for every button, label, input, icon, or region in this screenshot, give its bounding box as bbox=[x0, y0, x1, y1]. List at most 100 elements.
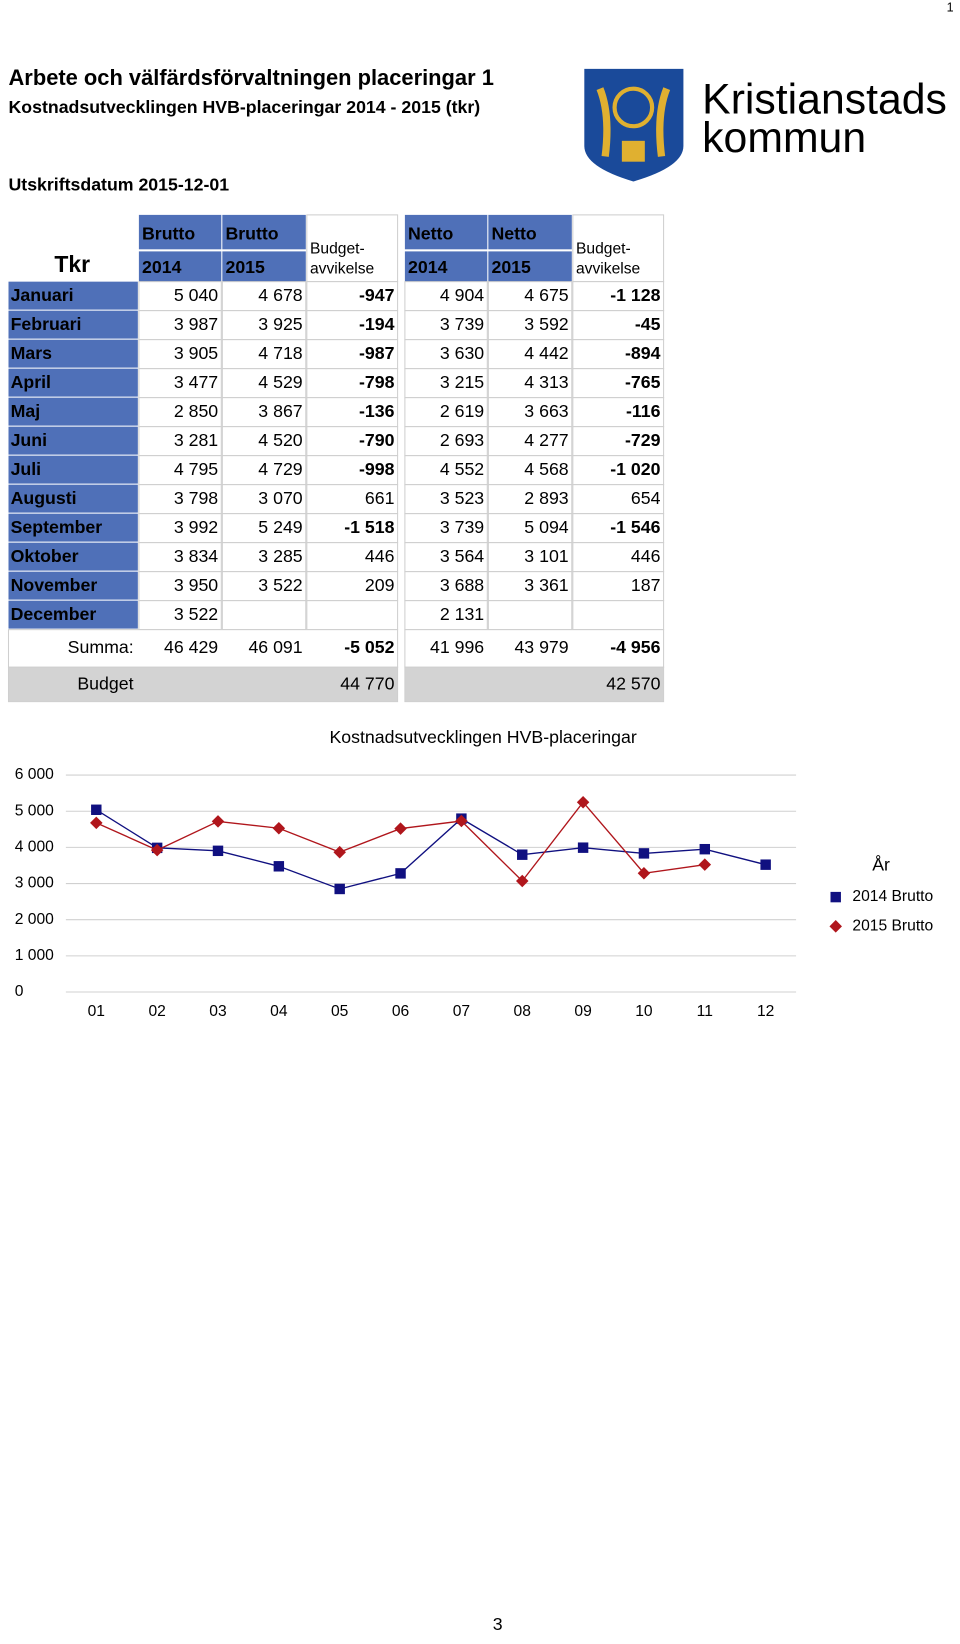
row-header-cell bbox=[8, 368, 138, 397]
cell bbox=[221, 484, 307, 515]
cell-value: 3 925 bbox=[258, 314, 302, 334]
cell bbox=[572, 310, 665, 341]
cell-value: 3 630 bbox=[440, 343, 484, 363]
cell-value: 3 834 bbox=[174, 546, 218, 566]
cell bbox=[404, 571, 488, 602]
header-cell bbox=[138, 214, 222, 250]
data-point bbox=[760, 859, 771, 870]
cell bbox=[221, 455, 307, 486]
cell-value: 3 215 bbox=[440, 372, 484, 392]
cell bbox=[306, 600, 399, 631]
cell-value: 4 313 bbox=[524, 372, 568, 392]
header-cell bbox=[222, 214, 306, 250]
table: Tkr Brutto 2014 Brutto 2015 Budget-avvikelse N… bbox=[7, 214, 665, 703]
cell bbox=[138, 426, 222, 457]
row-header-cell bbox=[8, 571, 138, 600]
cell-value: 3 361 bbox=[524, 575, 568, 595]
cell-value: 3 522 bbox=[174, 604, 218, 624]
sum-row bbox=[404, 629, 665, 668]
data-point bbox=[333, 845, 346, 859]
row-header: Februari bbox=[11, 314, 82, 334]
cell-value: 446 bbox=[365, 546, 395, 566]
cell bbox=[404, 281, 488, 312]
budget-label: Budget bbox=[77, 674, 133, 694]
cell-value: 3 905 bbox=[174, 343, 218, 363]
logo-text: Kristianstads bbox=[702, 76, 947, 124]
cell-value: 3 867 bbox=[258, 401, 302, 421]
cell-value: 661 bbox=[365, 488, 395, 508]
x-tick-label: 02 bbox=[148, 1003, 165, 1020]
cell bbox=[221, 571, 307, 602]
cell bbox=[306, 571, 399, 602]
cell-value: 209 bbox=[365, 575, 395, 595]
cell bbox=[138, 542, 222, 573]
cell-value: 2 619 bbox=[440, 401, 484, 421]
row-header-cell bbox=[8, 339, 138, 368]
cell-value: 3 477 bbox=[174, 372, 218, 392]
sum-row bbox=[7, 629, 399, 668]
row-header: Oktober bbox=[11, 546, 79, 566]
y-tick-label: 0 bbox=[15, 983, 24, 1000]
cell bbox=[487, 368, 573, 399]
cell-value: 3 070 bbox=[258, 488, 302, 508]
x-tick-label: 01 bbox=[88, 1003, 105, 1020]
cell-value: 3 523 bbox=[440, 488, 484, 508]
header-cell bbox=[488, 251, 572, 282]
crown bbox=[621, 140, 645, 162]
cell bbox=[572, 426, 665, 457]
lions bbox=[596, 87, 671, 157]
logo-text: kommun bbox=[702, 114, 866, 162]
column-header: 2015 bbox=[225, 257, 265, 277]
cell bbox=[572, 513, 665, 544]
row-header-cell bbox=[8, 397, 138, 426]
legend-title: År bbox=[872, 854, 890, 874]
chart: Kostnadsutvecklingen HVB-placeringar 01 0… bbox=[15, 727, 934, 1020]
cell-value: -45 bbox=[635, 314, 661, 334]
row-header-cell bbox=[8, 426, 138, 455]
x-tick-label: 03 bbox=[209, 1003, 226, 1020]
legend-label: 2015 Brutto bbox=[852, 917, 933, 934]
cell-value: -729 bbox=[625, 430, 661, 450]
cell bbox=[404, 600, 488, 631]
cell-value: 446 bbox=[631, 546, 661, 566]
data-point bbox=[698, 858, 712, 871]
header-cell bbox=[404, 214, 488, 250]
column-header: Netto bbox=[491, 223, 536, 243]
row-header-cell bbox=[8, 455, 138, 484]
column-header: Budget- bbox=[576, 240, 631, 257]
cell-value: 2 131 bbox=[440, 604, 484, 624]
header-cell bbox=[138, 251, 222, 282]
cell-value: 3 663 bbox=[524, 401, 568, 421]
chart-title: Kostnadsutvecklingen HVB-placeringar bbox=[329, 727, 636, 747]
cell bbox=[487, 600, 573, 631]
x-tick-label: 12 bbox=[757, 1003, 774, 1020]
header-cell bbox=[404, 251, 488, 282]
cell bbox=[221, 513, 307, 544]
cell bbox=[572, 571, 665, 602]
cell bbox=[138, 397, 222, 428]
data-point bbox=[272, 821, 286, 835]
cell bbox=[306, 484, 399, 515]
cell bbox=[221, 600, 307, 631]
data-point bbox=[273, 861, 285, 872]
cell bbox=[487, 484, 573, 515]
emblem bbox=[612, 86, 655, 129]
data-point bbox=[699, 843, 711, 855]
cell-value: 3 564 bbox=[440, 546, 484, 566]
data-point bbox=[576, 795, 590, 809]
corner-header: Tkr bbox=[54, 251, 90, 277]
budget-row bbox=[7, 666, 399, 703]
cell-value: 3 688 bbox=[440, 575, 484, 595]
cell bbox=[404, 426, 488, 457]
cell-value: 4 675 bbox=[524, 285, 568, 305]
x-tick-label: 04 bbox=[270, 1003, 288, 1020]
cell-value: 5 249 bbox=[258, 517, 302, 537]
cell-value: 4 277 bbox=[524, 430, 568, 450]
cell bbox=[404, 542, 488, 573]
legend-marker bbox=[829, 920, 842, 933]
cell-value: -136 bbox=[359, 401, 395, 421]
sum-value: 41 996 bbox=[430, 637, 484, 657]
cell-value: -947 bbox=[359, 285, 395, 305]
cell-value: -194 bbox=[359, 314, 395, 334]
